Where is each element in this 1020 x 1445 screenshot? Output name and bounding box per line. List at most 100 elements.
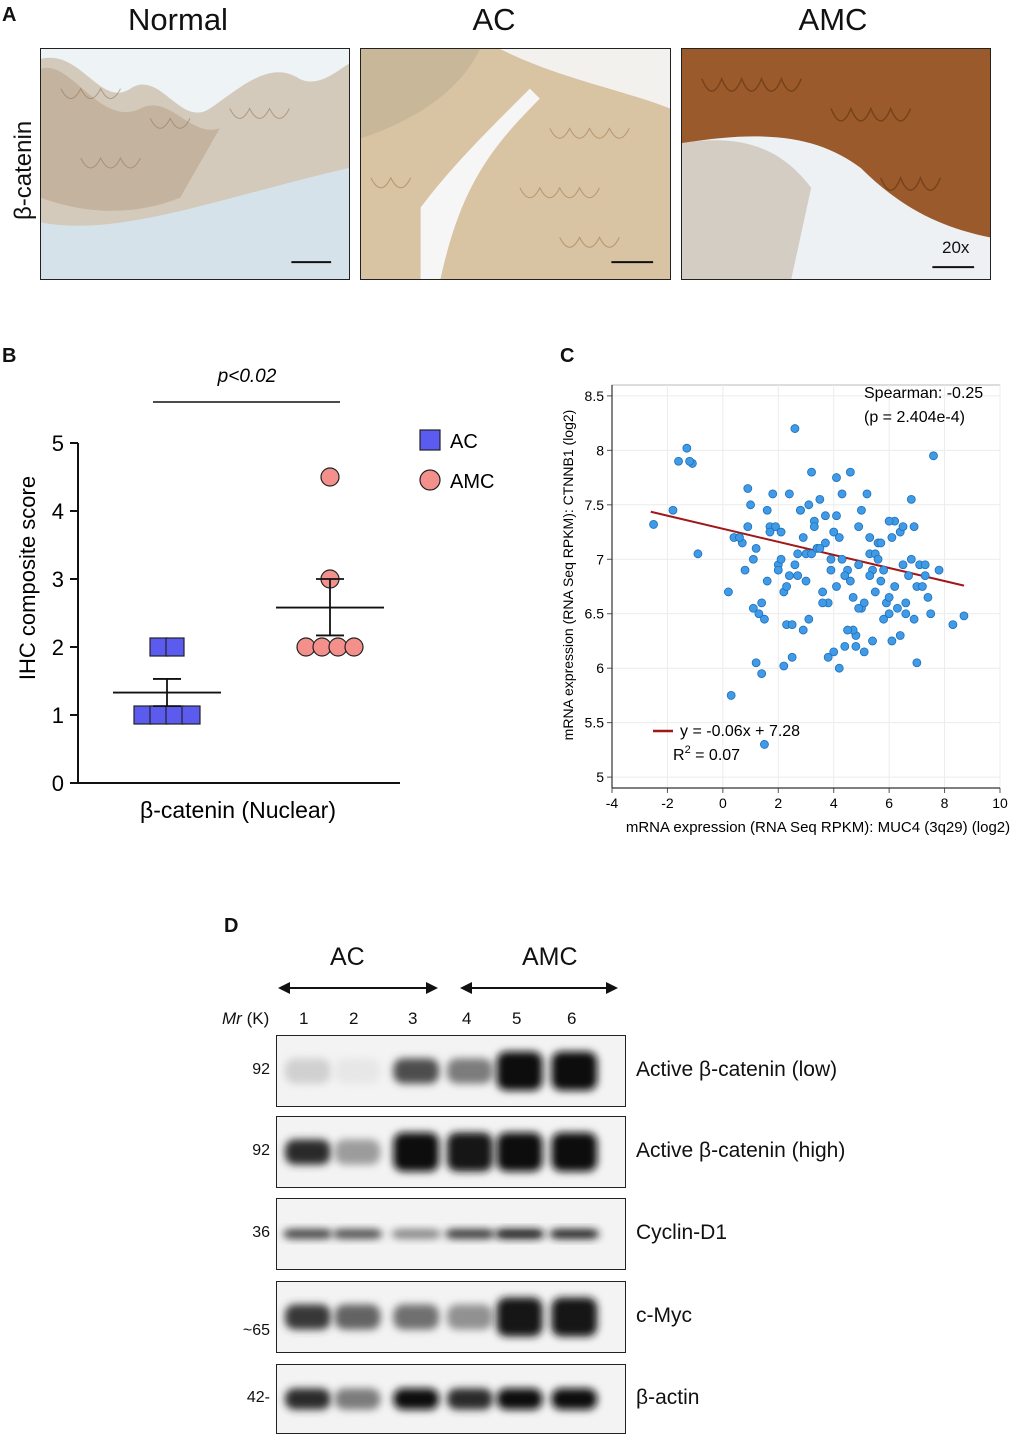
data-point [682,443,692,453]
y-tick-label: 5.5 [585,715,605,731]
data-point [649,520,658,529]
y-tick-label: 3 [52,567,64,592]
lane-number: 3 [408,1009,418,1028]
data-point [859,598,869,608]
data-point [876,538,886,548]
data-point [762,505,772,515]
y-tick-label: 0 [52,771,64,796]
data-point [807,549,816,559]
data-point [784,489,794,499]
data-point [909,614,919,624]
data-point [870,587,880,597]
data-point [765,527,775,537]
data-point [784,571,794,581]
blot-label: c-Myc [636,1304,692,1327]
point-ac [149,637,169,657]
data-point [895,631,905,640]
data-point [674,456,683,466]
data-point [829,527,839,537]
data-point [934,565,944,575]
data-point [893,603,902,613]
molecular-weight-marker: 36 [252,1224,270,1241]
data-point [771,522,780,531]
data-point [845,576,855,586]
col-title-normal: Normal [128,2,228,37]
molecular-weight-marker: 42- [246,1389,270,1406]
y-axis-label: IHC composite score [15,476,40,680]
data-point [857,505,866,515]
blot-band [551,1388,598,1410]
x-tick-label: -4 [606,795,619,811]
blot-band [334,1388,381,1410]
data-point [929,451,938,461]
blot-band [551,1051,598,1091]
blot-strip [276,1198,626,1270]
data-point [865,533,875,542]
point-ac [181,705,201,725]
data-point [901,609,911,619]
blot-band [391,1229,442,1239]
ihc-score-chart: IHC composite score p<0.02 0 1 2 3 4 5 β-cate… [15,366,494,823]
data-point [798,533,808,542]
point-ac [165,705,185,725]
legend-amc-swatch [419,469,441,491]
point-ac [165,637,185,657]
x-tick-label: 0 [719,795,727,811]
blot-band [393,1132,440,1172]
data-point [693,549,703,559]
data-point [840,571,850,581]
data-point [859,647,869,657]
data-point [815,543,825,553]
data-point [815,494,825,504]
lane-number: 5 [512,1009,522,1028]
data-point [809,522,819,531]
data-point [884,516,894,526]
blot-label: Active β-catenin (high) [636,1139,846,1162]
data-point [909,522,919,531]
point-amc [312,637,332,657]
y-tick-label: 5 [596,769,604,785]
data-point [748,603,758,613]
data-point [807,467,816,477]
data-point [779,661,789,671]
data-point [923,592,933,602]
y-tick-label: 7 [596,551,604,567]
col-title-ac: AC [472,2,516,37]
blot-label: Cyclin-D1 [636,1221,728,1244]
blot-band [334,1058,381,1084]
data-point [862,489,872,499]
blot-strip [276,1281,626,1353]
data-point [901,598,911,608]
blot-band [332,1229,383,1239]
blot-band [496,1051,543,1091]
data-point [843,625,852,635]
data-point [906,494,916,504]
data-point [920,571,930,581]
data-point [898,522,908,531]
data-point [887,636,897,646]
blot-band [334,1139,381,1165]
data-point [829,647,839,657]
data-point [735,533,744,542]
blot-band [496,1297,543,1337]
point-amc [320,467,340,487]
data-point [854,603,864,613]
blot-band [447,1058,493,1084]
data-point [760,740,769,749]
point-amc [328,637,348,657]
blot-band [447,1304,493,1330]
blot-band [393,1058,440,1084]
blot-band [551,1297,598,1337]
data-point [848,592,858,602]
data-point [751,543,761,553]
data-point [834,533,844,542]
blot-strip [276,1116,626,1188]
col-title-amc: AMC [798,2,868,37]
blot-band [284,1388,331,1410]
y-tick-label: 1 [52,703,64,728]
data-point [948,620,958,630]
data-point [887,533,897,542]
x-axis-label: mRNA expression (RNA Seq RPKM): MUC4 (3q… [626,819,1010,836]
row-label-beta-catenin: β-catenin [10,120,37,220]
blot-band [282,1229,333,1239]
